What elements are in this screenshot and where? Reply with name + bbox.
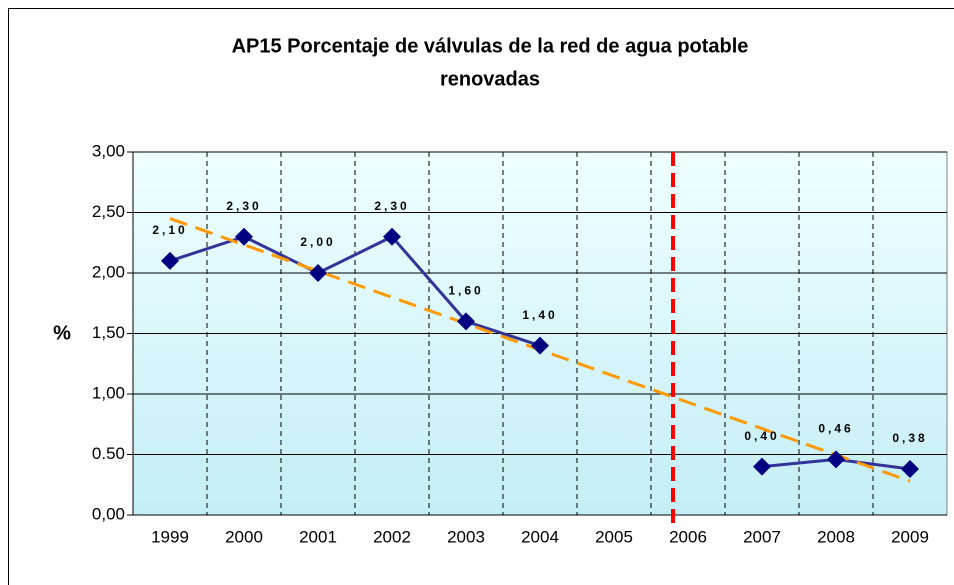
- marker: [531, 336, 549, 355]
- y-tick-label: 2,50: [92, 202, 125, 221]
- y-tick-label: 0.50: [92, 444, 125, 463]
- x-tick-label: 2005: [595, 527, 633, 546]
- marker: [309, 264, 327, 282]
- data-label: 0,40: [744, 429, 779, 443]
- y-tick-label: 0,00: [92, 504, 125, 523]
- data-label: 2,30: [226, 199, 261, 213]
- y-tick-label: 1,50: [92, 323, 125, 342]
- x-tick-label: 2002: [373, 527, 411, 546]
- data-label: 0,46: [818, 422, 853, 436]
- marker: [383, 227, 401, 246]
- marker: [753, 457, 771, 476]
- x-tick-label: 2007: [743, 527, 781, 546]
- y-axis-label: %: [53, 322, 71, 344]
- y-tick-label: 1,00: [92, 383, 125, 402]
- chart-title: AP15 Porcentaje de válvulas de la red de…: [232, 35, 749, 57]
- data-label: 2,10: [152, 223, 187, 237]
- marker: [457, 312, 475, 331]
- x-tick-label: 1999: [151, 527, 189, 546]
- marker: [827, 450, 845, 469]
- data-label: 1,40: [522, 308, 557, 322]
- chart-title: renovadas: [440, 68, 540, 90]
- x-tick-label: 2004: [521, 527, 559, 546]
- x-tick-label: 2000: [225, 527, 263, 546]
- marker: [901, 460, 919, 479]
- y-tick-label: 3,00: [92, 141, 125, 160]
- data-label: 1,60: [448, 284, 483, 298]
- x-tick-label: 2001: [299, 527, 337, 546]
- x-tick-label: 2009: [891, 527, 929, 546]
- marker: [235, 227, 253, 246]
- data-label: 2,30: [374, 199, 409, 213]
- data-label: 0,38: [892, 431, 927, 445]
- x-tick-label: 2008: [817, 527, 855, 546]
- x-tick-label: 2006: [669, 527, 707, 546]
- data-label: 2,00: [300, 235, 335, 249]
- marker: [161, 251, 179, 270]
- x-tick-label: 2003: [447, 527, 485, 546]
- y-tick-label: 2,00: [92, 262, 125, 281]
